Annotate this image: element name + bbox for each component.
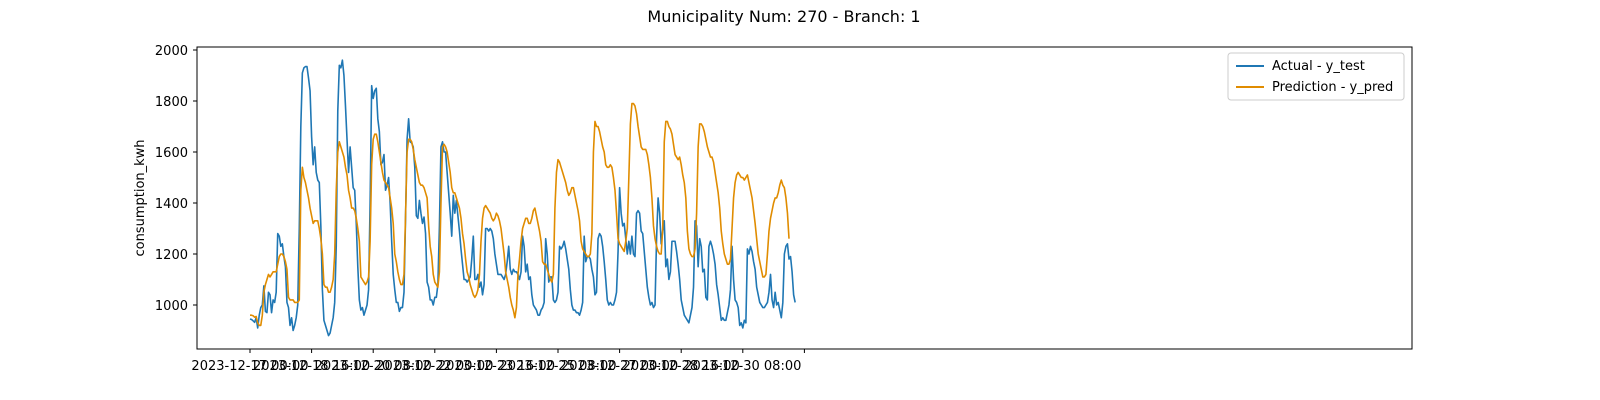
y-axis-label: consumption_kwh bbox=[133, 139, 148, 256]
y-tick-label: 1800 bbox=[155, 95, 188, 110]
x-tick-label: 2023-12-27 00:00 bbox=[561, 359, 678, 374]
y-tick-label: 1400 bbox=[155, 197, 188, 212]
series-line-prediction bbox=[250, 102, 790, 327]
series-line-actual bbox=[249, 59, 796, 337]
legend-box bbox=[1227, 52, 1405, 101]
x-tick-label: 2023-12-17 00:00 bbox=[191, 359, 308, 374]
x-tick-label: 2023-12-18 16:00 bbox=[253, 359, 370, 374]
y-tick-label: 1000 bbox=[155, 299, 188, 314]
legend-label-prediction: Prediction - y_pred bbox=[1272, 80, 1393, 95]
series-group bbox=[249, 59, 796, 337]
x-tick-label: 2023-12-22 00:00 bbox=[376, 359, 493, 374]
y-tick-label: 1200 bbox=[155, 248, 188, 263]
legend-label-actual: Actual - y_test bbox=[1272, 59, 1365, 74]
y-tick-label: 2000 bbox=[155, 44, 188, 59]
x-tick-label: 2023-12-30 08:00 bbox=[684, 359, 801, 374]
x-tick-label: 2023-12-28 16:00 bbox=[623, 359, 740, 374]
legend: Actual - y_test Prediction - y_pred bbox=[1227, 52, 1405, 101]
y-axis: 1000 1200 1400 1600 1800 2000 bbox=[155, 44, 197, 314]
x-tick-label: 2023-12-25 08:00 bbox=[499, 359, 616, 374]
chart-title: Municipality Num: 270 - Branch: 1 bbox=[647, 7, 920, 26]
y-tick-label: 1600 bbox=[155, 146, 188, 161]
x-tick-label: 2023-12-20 08:00 bbox=[315, 359, 432, 374]
x-tick-label: 2023-12-23 16:00 bbox=[438, 359, 555, 374]
